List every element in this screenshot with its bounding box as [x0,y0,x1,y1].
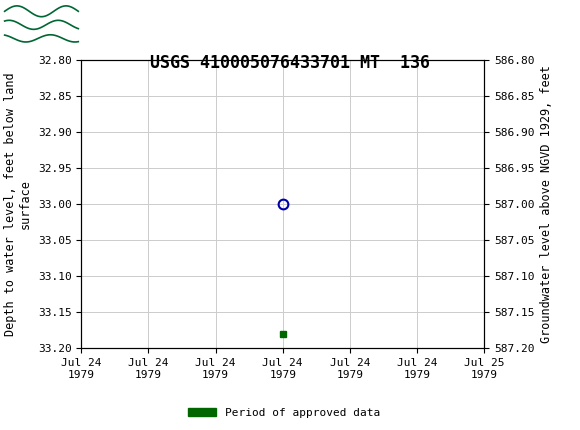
Y-axis label: Groundwater level above NGVD 1929, feet: Groundwater level above NGVD 1929, feet [540,65,553,343]
Y-axis label: Depth to water level, feet below land
surface: Depth to water level, feet below land su… [4,72,32,336]
Text: USGS: USGS [84,13,144,32]
Text: USGS 410005076433701 MT  136: USGS 410005076433701 MT 136 [150,54,430,72]
Legend: Period of approved data: Period of approved data [184,403,385,422]
FancyBboxPatch shape [3,3,78,42]
